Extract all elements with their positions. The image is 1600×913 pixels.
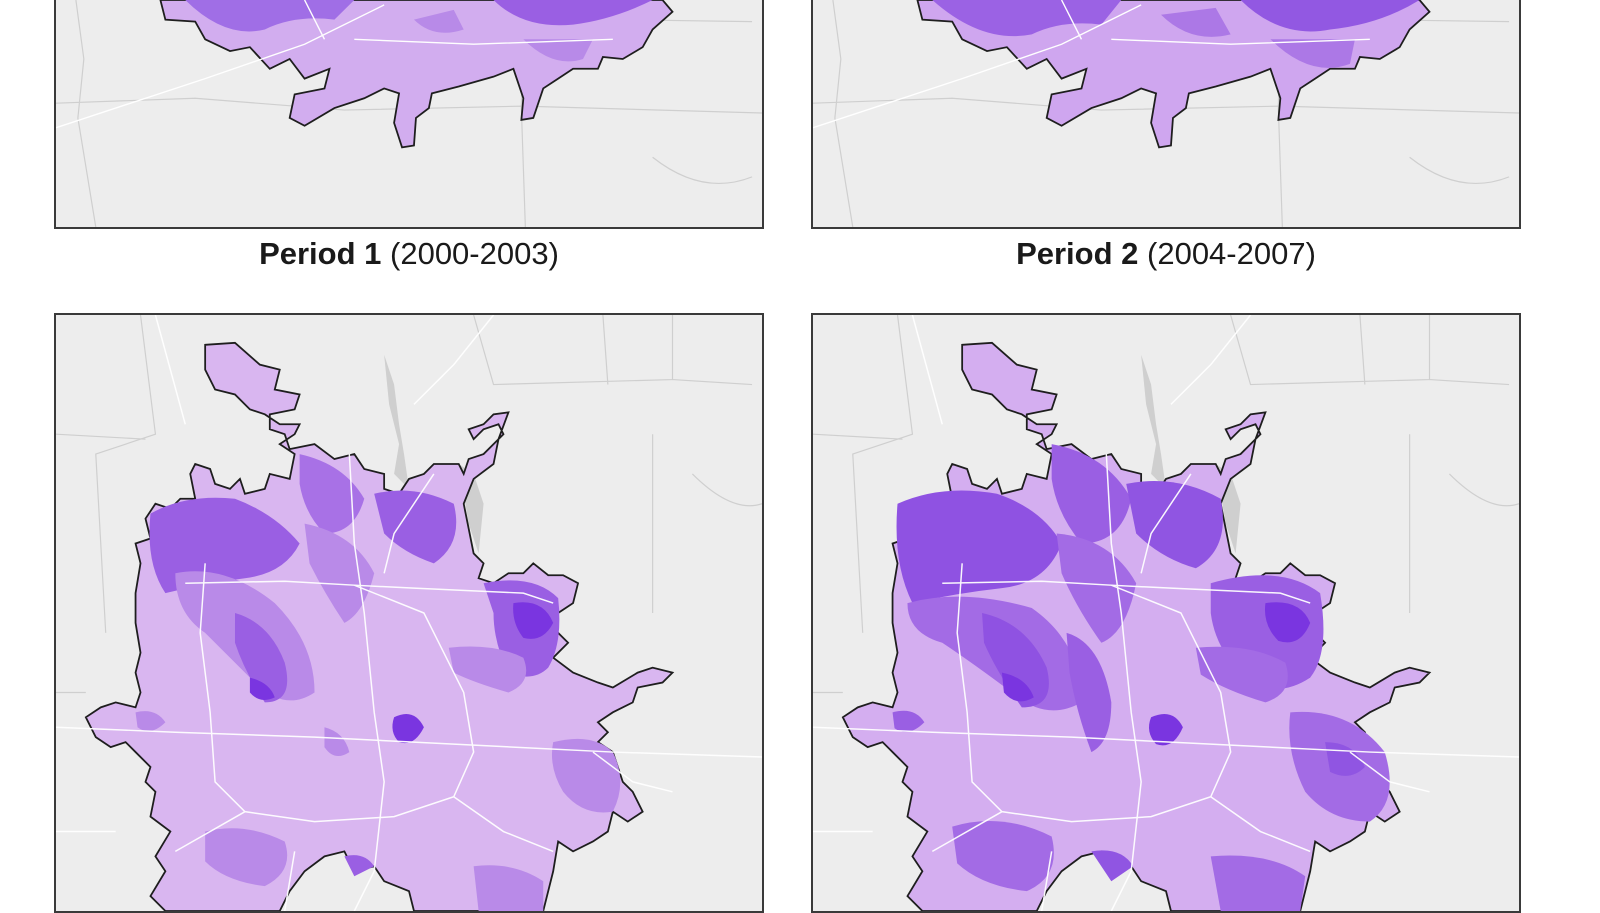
map-bottom-left-svg	[56, 315, 762, 911]
reservoir	[1141, 354, 1166, 489]
density-zone	[551, 738, 621, 813]
density-zone	[1056, 533, 1137, 643]
density-zone	[304, 523, 375, 623]
caption-period-1-label: Period 1	[259, 236, 382, 271]
density-zone	[135, 711, 166, 732]
map-top-right-svg	[813, 0, 1519, 227]
caption-period-1-years: (2000-2003)	[390, 236, 559, 271]
density-zone	[952, 820, 1054, 892]
density-zone	[896, 490, 1062, 604]
density-zone	[1148, 713, 1183, 746]
density-zone	[249, 677, 275, 700]
density-zone	[299, 454, 365, 534]
urban-boundary	[159, 0, 674, 149]
density-zone	[982, 613, 1049, 708]
caption-period-2-years: (2004-2007)	[1147, 236, 1316, 271]
map-panel-top-right	[811, 0, 1521, 229]
density-zone	[1195, 646, 1288, 703]
caption-period-2-label: Period 2	[1016, 236, 1139, 271]
map-top-left-svg	[56, 0, 762, 227]
density-zone	[234, 613, 288, 703]
density-zone	[1051, 444, 1132, 544]
density-zone	[392, 713, 424, 744]
density-zone	[892, 710, 925, 733]
density-zone	[448, 646, 527, 693]
density-zone	[1001, 672, 1034, 702]
density-zone	[149, 497, 300, 594]
density-zone	[513, 602, 554, 639]
highways	[56, 315, 762, 911]
density-zone	[1126, 481, 1223, 569]
map-panel-bottom-right	[811, 313, 1521, 913]
caption-period-1: Period 1 (2000-2003)	[54, 236, 764, 272]
density-zone	[1210, 855, 1306, 911]
density-zone	[205, 828, 288, 887]
density-zone	[1264, 602, 1311, 643]
map-bottom-right-svg	[813, 315, 1519, 911]
map-panel-top-left	[54, 0, 764, 229]
map-panel-bottom-left	[54, 313, 764, 913]
density-zone	[374, 490, 457, 564]
density-zone	[344, 855, 375, 877]
density-zone	[324, 727, 350, 757]
urban-boundary	[916, 0, 1431, 149]
highways	[813, 315, 1519, 911]
reservoir	[384, 354, 409, 489]
density-zone	[1091, 850, 1134, 882]
caption-period-2: Period 2 (2004-2007)	[811, 236, 1521, 272]
density-zone	[1066, 632, 1112, 753]
